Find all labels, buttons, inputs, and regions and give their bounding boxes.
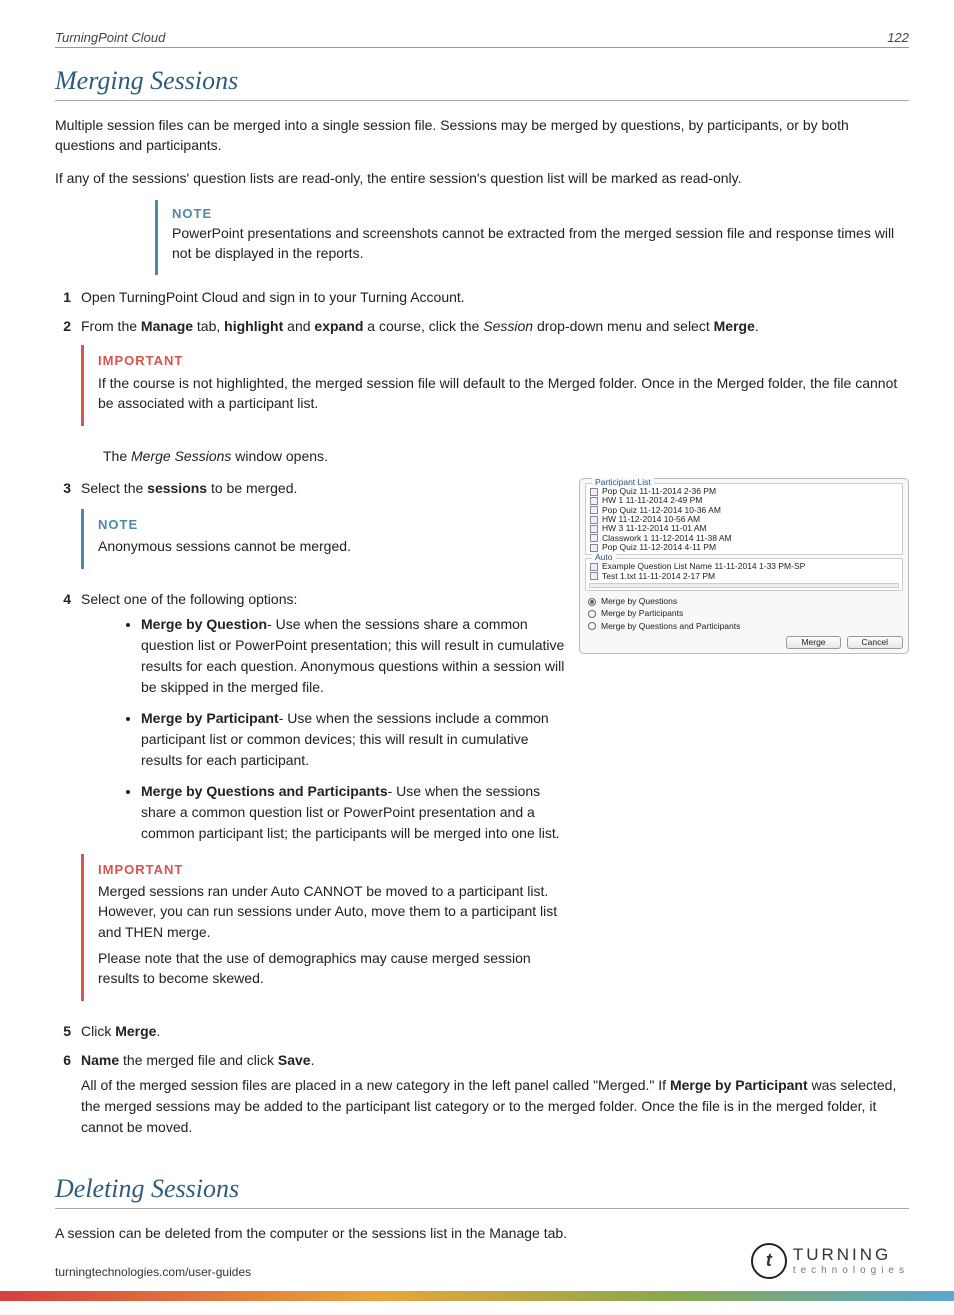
dialog-group-auto: Auto Example Question List Name 11-11-20… bbox=[585, 558, 903, 591]
option-merge-by-question: Merge by Question- Use when the sessions… bbox=[141, 614, 567, 698]
step-2-number: 2 bbox=[55, 316, 81, 437]
checkbox-icon[interactable] bbox=[590, 544, 598, 552]
checkbox-icon[interactable] bbox=[590, 563, 598, 571]
important-2-p1: Merged sessions ran under Auto CANNOT be… bbox=[98, 881, 567, 942]
step-2-body: From the Manage tab, highlight and expan… bbox=[81, 318, 759, 334]
step-6-number: 6 bbox=[55, 1050, 81, 1138]
checkbox-icon[interactable] bbox=[590, 488, 598, 496]
page-footer: turningtechnologies.com/user-guides t TU… bbox=[55, 1243, 909, 1279]
list-item[interactable]: Pop Quiz 11-12-2014 4-11 PM bbox=[589, 543, 899, 552]
note-2-body: Anonymous sessions cannot be merged. bbox=[98, 536, 567, 556]
important-1-title: IMPORTANT bbox=[98, 351, 909, 371]
step-4-number: 4 bbox=[55, 589, 81, 1013]
option-merge-by-both: Merge by Questions and Participants- Use… bbox=[141, 781, 567, 844]
option-merge-by-participant: Merge by Participant- Use when the sessi… bbox=[141, 708, 567, 771]
radio-merge-both[interactable]: Merge by Questions and Participants bbox=[587, 622, 901, 631]
step-1: 1 Open TurningPoint Cloud and sign in to… bbox=[55, 287, 909, 308]
merging-para-2: If any of the sessions' question lists a… bbox=[55, 168, 909, 188]
list-item[interactable]: Test 1.txt 11-11-2014 2-17 PM bbox=[589, 572, 899, 581]
note-2-title: NOTE bbox=[98, 515, 567, 535]
radio-icon[interactable] bbox=[588, 622, 596, 630]
important-1-body: If the course is not highlighted, the me… bbox=[98, 373, 909, 414]
step-3-body: Select the sessions to be merged. NOTE A… bbox=[81, 478, 567, 581]
radio-icon[interactable] bbox=[588, 598, 596, 606]
dialog-group-participant-list: Participant List Pop Quiz 11-11-2014 2-3… bbox=[585, 483, 903, 555]
section-merging-title: Merging Sessions bbox=[55, 66, 909, 101]
important-2-p2: Please note that the use of demographics… bbox=[98, 948, 567, 989]
footer-gradient-bar bbox=[0, 1291, 954, 1301]
merge-sessions-dialog: Participant List Pop Quiz 11-11-2014 2-3… bbox=[579, 478, 909, 654]
step-3-number: 3 bbox=[55, 478, 81, 581]
footer-url: turningtechnologies.com/user-guides bbox=[55, 1265, 251, 1279]
checkbox-icon[interactable] bbox=[590, 506, 598, 514]
note-1-title: NOTE bbox=[172, 206, 909, 221]
checkbox-icon[interactable] bbox=[590, 534, 598, 542]
step-6-body: Name the merged file and click Save. bbox=[81, 1052, 314, 1068]
radio-merge-participants[interactable]: Merge by Participants bbox=[587, 609, 901, 618]
turning-logo: t TURNING technologies bbox=[751, 1243, 909, 1279]
cancel-button[interactable]: Cancel bbox=[847, 636, 903, 649]
header-product: TurningPoint Cloud bbox=[55, 30, 165, 45]
scrollbar-horizontal[interactable] bbox=[589, 583, 899, 588]
radio-merge-questions[interactable]: Merge by Questions bbox=[587, 597, 901, 606]
note-2: NOTE Anonymous sessions cannot be merged… bbox=[81, 509, 567, 569]
step-1-number: 1 bbox=[55, 287, 81, 308]
step-5: 5 Click Merge. bbox=[55, 1021, 909, 1042]
merge-window-opens: The Merge Sessions window opens. bbox=[103, 446, 909, 466]
note-1-body: PowerPoint presentations and screenshots… bbox=[172, 223, 909, 264]
step-2: 2 From the Manage tab, highlight and exp… bbox=[55, 316, 909, 437]
checkbox-icon[interactable] bbox=[590, 497, 598, 505]
important-2-title: IMPORTANT bbox=[98, 860, 567, 880]
note-1: NOTE PowerPoint presentations and screen… bbox=[155, 200, 909, 276]
logo-icon: t bbox=[751, 1243, 787, 1279]
merge-button[interactable]: Merge bbox=[786, 636, 840, 649]
checkbox-icon[interactable] bbox=[590, 516, 598, 524]
step-5-body: Click Merge. bbox=[81, 1021, 909, 1042]
step-4-body: Select one of the following options: bbox=[81, 591, 297, 607]
merging-para-1: Multiple session files can be merged int… bbox=[55, 115, 909, 156]
page-header: TurningPoint Cloud 122 bbox=[55, 30, 909, 48]
checkbox-icon[interactable] bbox=[590, 572, 598, 580]
step-6-extra: All of the merged session files are plac… bbox=[81, 1075, 909, 1138]
section-deleting-title: Deleting Sessions bbox=[55, 1174, 909, 1209]
deleting-para-1: A session can be deleted from the comput… bbox=[55, 1223, 909, 1243]
step-3: 3 Select the sessions to be merged. NOTE… bbox=[55, 478, 567, 581]
important-1: IMPORTANT If the course is not highlight… bbox=[81, 345, 909, 425]
step-5-number: 5 bbox=[55, 1021, 81, 1042]
step-1-body: Open TurningPoint Cloud and sign in to y… bbox=[81, 287, 909, 308]
important-2: IMPORTANT Merged sessions ran under Auto… bbox=[81, 854, 567, 1001]
checkbox-icon[interactable] bbox=[590, 525, 598, 533]
header-page-number: 122 bbox=[887, 30, 909, 45]
step-6: 6 Name the merged file and click Save. A… bbox=[55, 1050, 909, 1138]
radio-icon[interactable] bbox=[588, 610, 596, 618]
step-4: 4 Select one of the following options: M… bbox=[55, 589, 567, 1013]
